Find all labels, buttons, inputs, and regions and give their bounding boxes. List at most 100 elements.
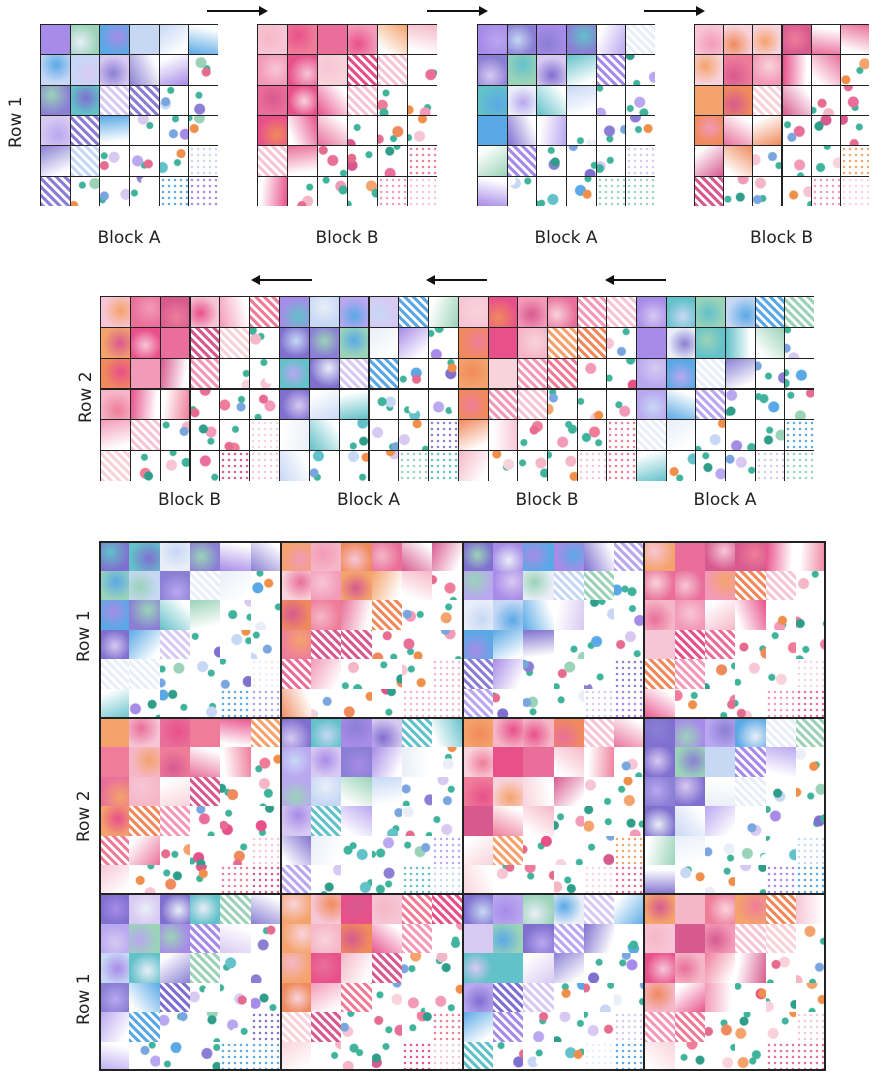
patch-tile: [407, 54, 437, 86]
patch-tile: [625, 54, 655, 86]
patch-tile: [377, 115, 408, 147]
patch-tile: [220, 600, 252, 630]
patch-tile: [583, 747, 615, 778]
patch-tile: [129, 600, 161, 630]
patch-tile: [784, 388, 814, 421]
patch-tile: [398, 357, 430, 390]
patch-tile: [341, 1012, 373, 1043]
patch-tile: [432, 570, 463, 601]
patch-tile: [189, 326, 221, 359]
patch-tile: [190, 835, 221, 866]
patch-tile: [506, 54, 538, 86]
patch-tile: [735, 1012, 767, 1043]
patch-tile: [190, 570, 221, 601]
patch-tile: [341, 570, 373, 601]
row2-caption-3: Block B: [515, 490, 579, 510]
patch-tile: [694, 84, 725, 116]
patch-tile: [765, 1012, 797, 1043]
quilt-border: [99, 541, 826, 1071]
patch-tile: [371, 629, 403, 660]
patch-tile: [754, 296, 786, 328]
patch-tile: [583, 600, 615, 630]
patch-tile: [614, 688, 645, 718]
patch-tile: [371, 806, 403, 837]
patch-tile: [190, 747, 221, 778]
patch-tile: [129, 570, 161, 601]
patch-tile: [695, 357, 726, 390]
patch-tile: [695, 419, 726, 452]
patch-tile: [188, 115, 218, 147]
patch-tile: [644, 865, 676, 895]
patch-tile: [735, 688, 767, 718]
patch-tile: [377, 24, 408, 56]
patch-tile: [694, 54, 725, 86]
patch-tile: [219, 388, 251, 421]
patch-tile: [517, 357, 548, 390]
patch-tile: [220, 570, 252, 601]
patch-tile: [99, 54, 130, 86]
patch-tile: [553, 629, 585, 660]
patch-tile: [704, 835, 736, 866]
patch-tile: [636, 357, 667, 390]
patch-tile: [614, 894, 645, 925]
patch-tile: [159, 923, 191, 954]
patch-tile: [341, 541, 373, 571]
patch-tile: [674, 688, 706, 718]
patch-tile: [614, 1041, 645, 1071]
patch-tile: [249, 326, 279, 359]
patch-tile: [190, 688, 221, 718]
patch-tile: [219, 326, 251, 359]
patch-tile: [695, 296, 726, 328]
patch-tile: [432, 865, 463, 895]
patch-tile: [477, 115, 508, 147]
patch-tile: [311, 1012, 342, 1043]
patch-tile: [795, 776, 826, 807]
patch-tile: [99, 570, 130, 601]
patch-tile: [341, 923, 373, 954]
patch-tile: [665, 326, 697, 359]
patch-tile: [523, 776, 554, 807]
patch-tile: [407, 84, 437, 116]
patch-tile: [129, 747, 161, 778]
patch-tile: [462, 1012, 494, 1043]
patch-tile: [553, 747, 585, 778]
patch-tile: [795, 717, 826, 748]
patch-tile: [674, 835, 706, 866]
patch-tile: [614, 659, 645, 689]
row1-caption-3: Block A: [534, 228, 598, 248]
patch-tile: [158, 175, 190, 206]
patch-tile: [754, 419, 786, 452]
patch-tile: [695, 388, 726, 421]
patch-tile: [341, 894, 373, 925]
patch-tile: [99, 115, 130, 147]
patch-tile: [723, 24, 754, 56]
patch-tile: [407, 145, 437, 177]
patch-tile: [462, 835, 494, 866]
patch-tile: [576, 357, 608, 390]
quilt-block-b: [644, 894, 826, 1071]
patch-tile: [280, 982, 312, 1013]
patch-tile: [553, 923, 585, 954]
patch-tile: [523, 806, 554, 837]
patch-tile: [100, 450, 131, 481]
patch-tile: [69, 145, 101, 177]
patch-tile: [308, 419, 340, 452]
patch-tile: [257, 175, 288, 206]
patch-tile: [398, 296, 430, 328]
patch-tile: [614, 600, 645, 630]
patch-tile: [704, 923, 736, 954]
patch-tile: [704, 688, 736, 718]
patch-tile: [220, 717, 252, 748]
patch-tile: [432, 923, 463, 954]
patch-tile: [553, 600, 585, 630]
patch-tile: [377, 84, 408, 116]
patch-tile: [735, 717, 767, 748]
patch-tile: [129, 541, 161, 571]
patch-tile: [159, 688, 191, 718]
patch-tile: [129, 24, 160, 56]
patch-tile: [614, 629, 645, 660]
patch-tile: [40, 24, 71, 56]
patch-tile: [735, 1041, 767, 1071]
patch-tile: [795, 600, 826, 630]
patch-tile: [644, 835, 676, 866]
